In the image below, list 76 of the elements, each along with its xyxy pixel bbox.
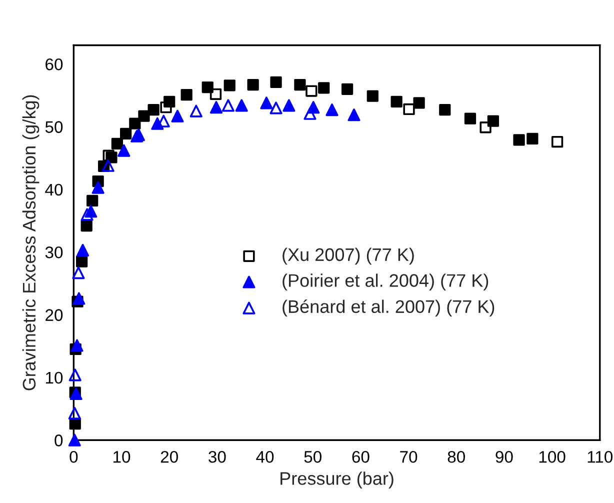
x-tick-label: 80 xyxy=(448,450,465,463)
point xyxy=(526,132,538,144)
point xyxy=(294,78,306,91)
point xyxy=(80,220,92,232)
point xyxy=(341,83,354,95)
point xyxy=(118,144,130,157)
x-tick-label: 20 xyxy=(160,450,178,463)
x-tick-label: 60 xyxy=(352,450,370,463)
point xyxy=(390,96,402,108)
legend-label: (Xu 2007) (77 K) xyxy=(282,248,414,265)
point xyxy=(348,108,360,122)
legend-label: (Poirier et al. 2004) (77 K) xyxy=(282,274,488,290)
point xyxy=(439,104,451,116)
point xyxy=(551,136,564,148)
y-tick-label: 10 xyxy=(46,372,63,384)
point xyxy=(102,159,114,172)
point xyxy=(92,181,104,194)
point xyxy=(464,112,476,124)
point xyxy=(72,292,86,305)
x-tick-label: 10 xyxy=(114,450,130,463)
point xyxy=(210,88,222,100)
point xyxy=(202,81,214,94)
y-tick-label: 20 xyxy=(46,309,63,321)
point xyxy=(282,99,296,112)
point xyxy=(304,107,316,120)
point xyxy=(120,128,132,140)
x-tick-label: 70 xyxy=(400,450,418,463)
point xyxy=(366,90,378,102)
point xyxy=(80,208,94,221)
point xyxy=(129,118,141,130)
point xyxy=(171,110,184,122)
point xyxy=(480,122,492,134)
point xyxy=(160,102,172,114)
point xyxy=(270,102,282,114)
y-tick-label: 30 xyxy=(45,246,63,258)
point xyxy=(102,150,114,162)
point xyxy=(224,80,236,92)
x-tick-label: 0 xyxy=(70,450,78,463)
point xyxy=(138,110,150,122)
y-tick-label: 50 xyxy=(45,121,63,133)
point xyxy=(235,99,248,112)
y-tick-label: 60 xyxy=(46,58,63,70)
point xyxy=(72,266,85,280)
point xyxy=(513,134,525,146)
point xyxy=(68,368,82,382)
x-tick-label: 50 xyxy=(304,450,322,463)
point xyxy=(403,103,415,116)
point xyxy=(76,244,90,256)
y-tick-label: 0 xyxy=(54,434,63,446)
point xyxy=(270,76,282,88)
x-tick-label: 90 xyxy=(496,450,513,463)
point xyxy=(190,104,202,118)
point xyxy=(260,96,273,110)
x-axis-title: Pressure (bar) xyxy=(280,472,394,488)
legend-label: (Bénard et al. 2007) (77 K) xyxy=(282,300,494,317)
y-tick-label: 40 xyxy=(45,184,63,196)
point xyxy=(413,97,425,109)
point xyxy=(111,138,124,150)
point xyxy=(210,101,223,114)
x-tick-label: 40 xyxy=(256,450,274,463)
y-axis-title: Gravimetric Excess Adsorption (g/kg) xyxy=(22,95,40,390)
x-tick-label: 30 xyxy=(208,450,226,463)
point xyxy=(326,104,338,116)
point xyxy=(76,256,88,268)
point xyxy=(306,85,318,97)
point xyxy=(68,406,81,420)
x-tick-label: 110 xyxy=(588,450,613,463)
point xyxy=(247,78,259,91)
point xyxy=(180,88,192,101)
point xyxy=(148,104,160,116)
point xyxy=(318,82,330,94)
point xyxy=(222,99,234,112)
point xyxy=(70,339,84,352)
point xyxy=(68,434,81,446)
x-tick-label: 100 xyxy=(539,450,566,463)
point xyxy=(86,194,98,207)
